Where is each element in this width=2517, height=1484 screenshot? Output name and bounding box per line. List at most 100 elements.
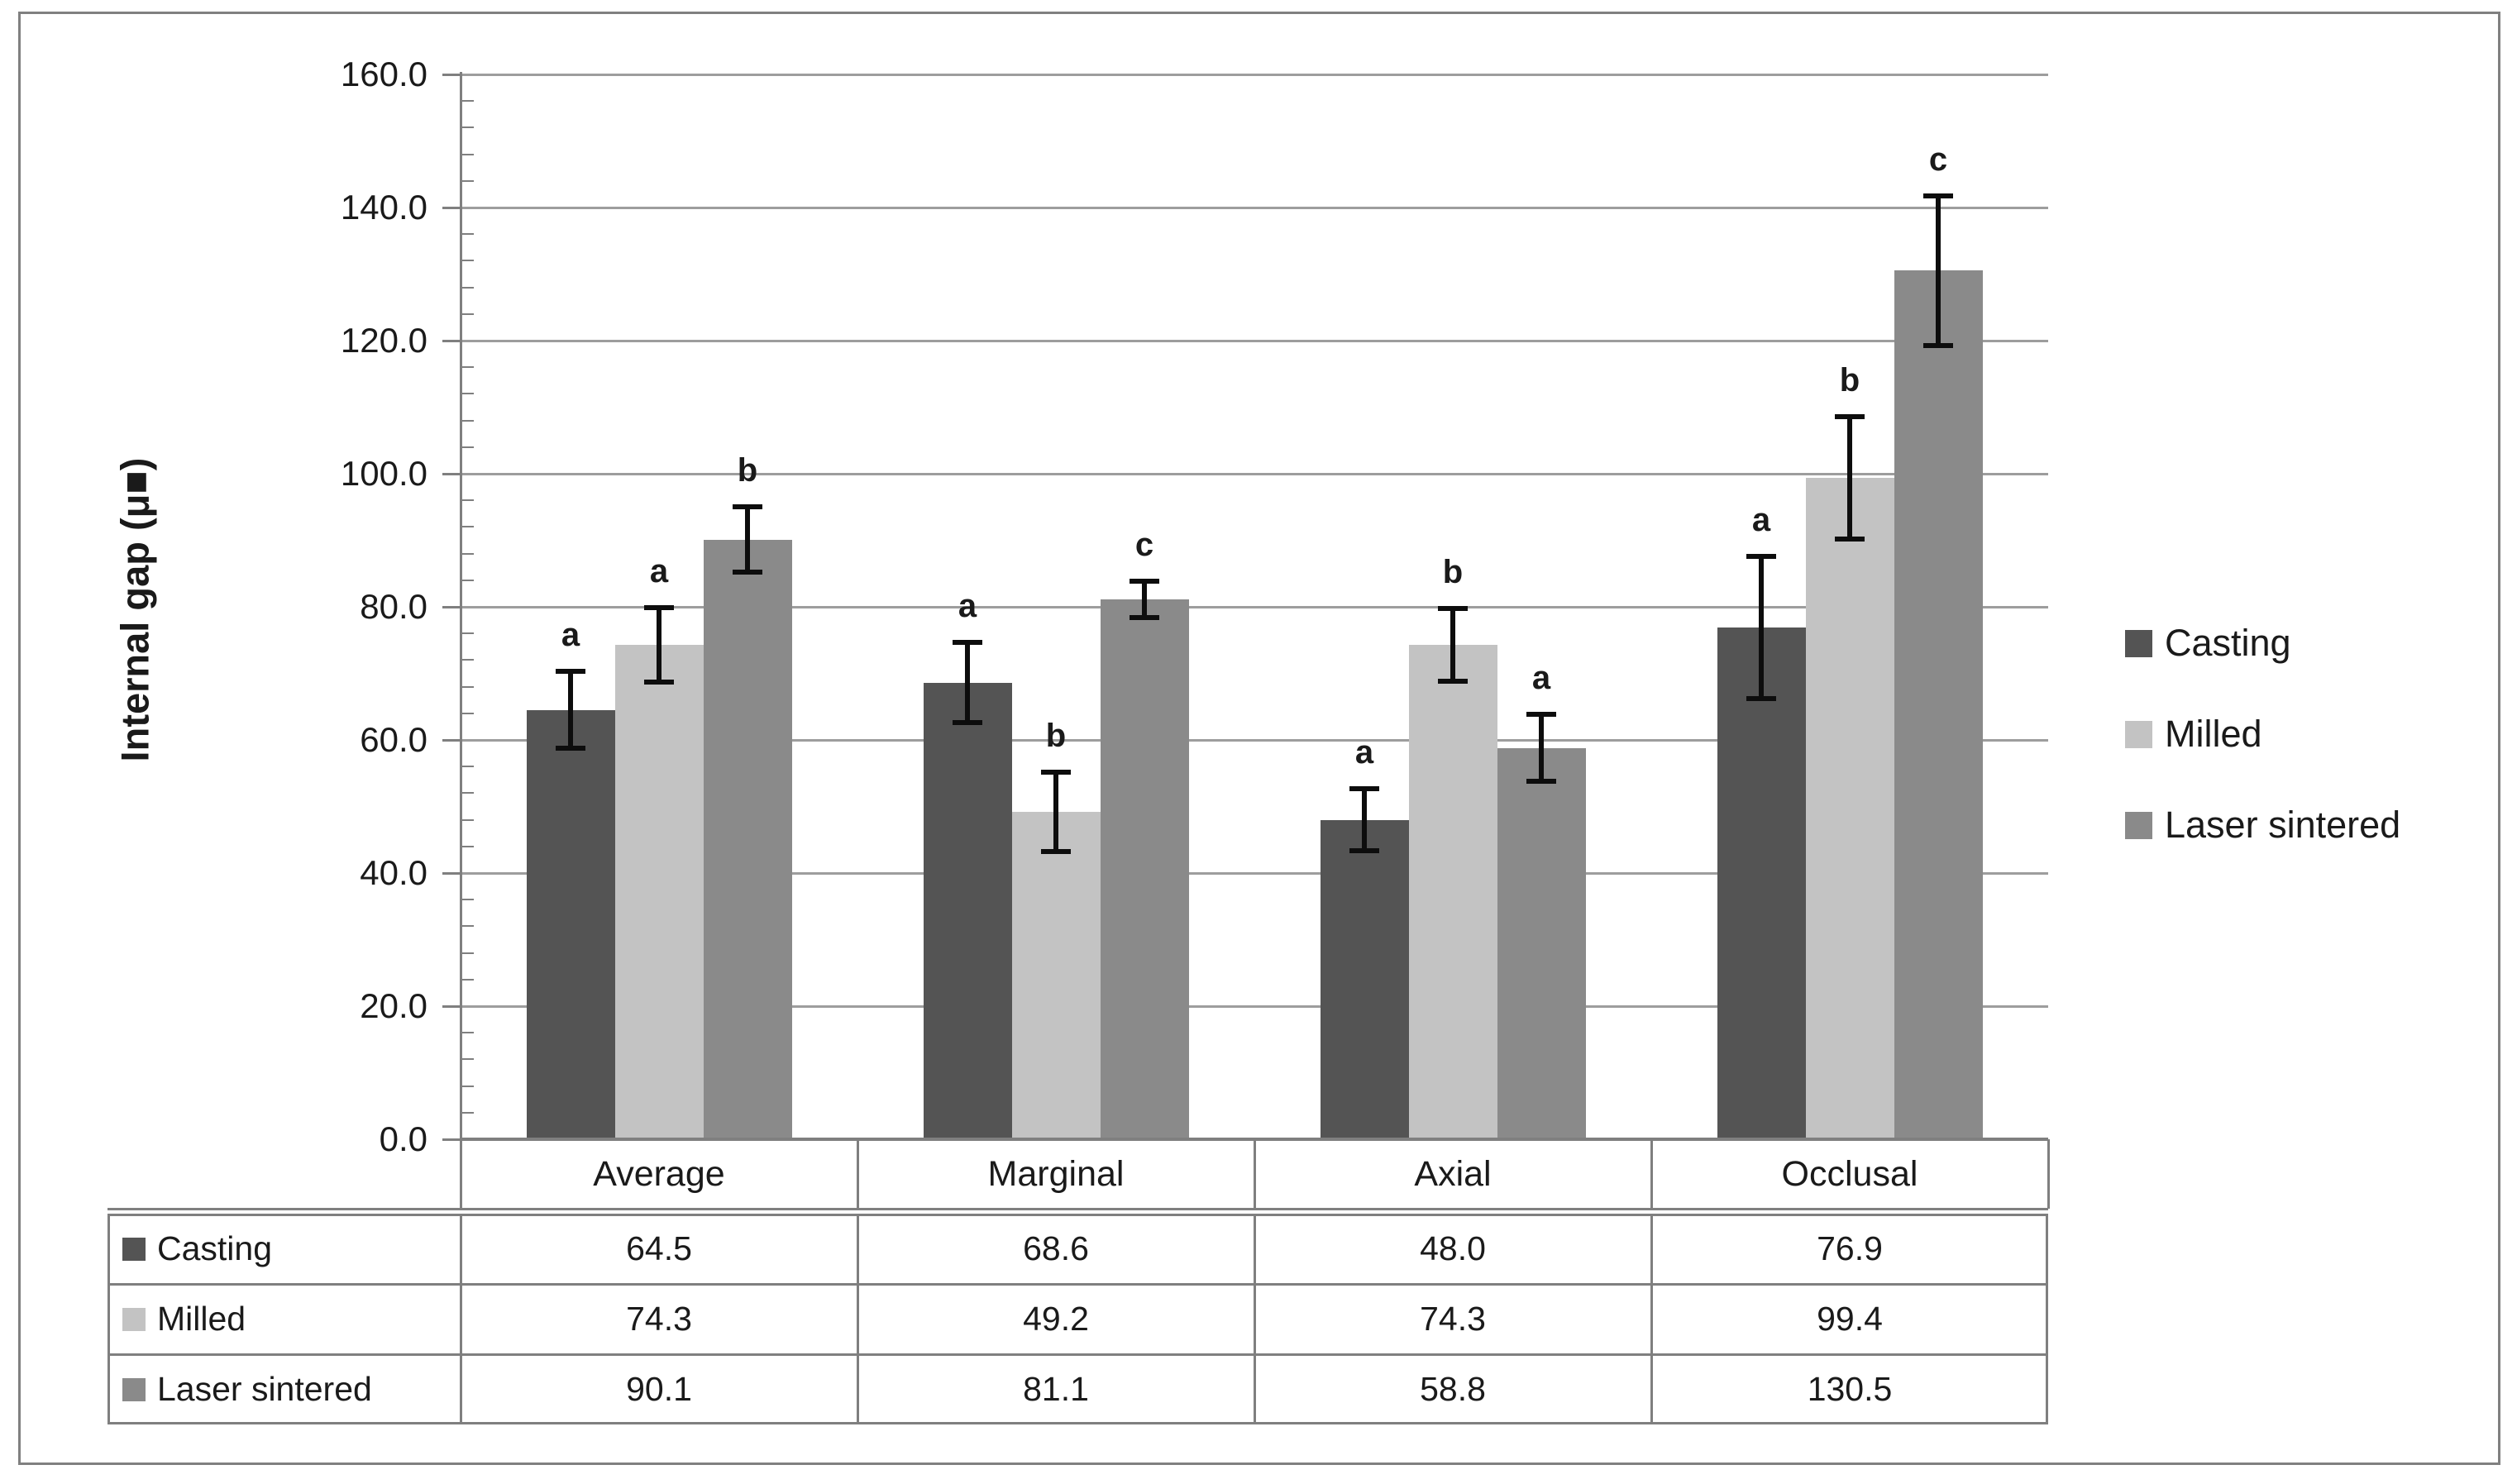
bar-casting-marginal [923,682,1012,1138]
error-bar-cap-bottom-casting-marginal [953,720,982,726]
significance-letter-laser-sintered-axial: a [1531,660,1551,697]
error-bar-cap-top-milled-average [644,604,674,610]
y-axis-minor-tick [461,393,474,395]
table-value-cell: 130.5 [1807,1370,1893,1408]
y-axis-minor-tick [461,685,474,688]
legend-label-laser-sintered: Laser sintered [2165,804,2401,846]
y-gridline [461,1004,2048,1008]
y-axis-minor-tick [461,179,474,182]
significance-letter-milled-average: a [649,552,669,589]
error-bar-cap-bottom-milled-marginal [1041,849,1071,855]
table-value-cell: 58.8 [1420,1370,1486,1408]
table-row-header-label: Milled [157,1300,246,1338]
y-axis-minor-tick [461,978,474,981]
table-row-divider [107,1353,2048,1356]
table-row-header-milled: Milled [122,1284,456,1354]
significance-letter-casting-marginal: a [958,588,977,625]
y-tick-label: 160.0 [340,55,427,93]
category-header-cell-occlusal: Occlusal [1781,1153,1918,1194]
y-axis-minor-tick [461,419,474,422]
error-bar-cap-bottom-laser-sintered-axial [1526,778,1556,784]
error-bar-cap-bottom-laser-sintered-marginal [1130,614,1159,620]
table-value-cell: 48.0 [1420,1229,1486,1267]
error-bar-milled-marginal [1053,771,1058,852]
y-axis-minor-tick [461,1032,474,1034]
y-axis-major-tick [442,871,461,875]
error-bar-milled-axial [1450,608,1455,682]
y-axis-minor-tick [461,659,474,661]
y-axis-minor-tick [461,100,474,103]
error-bar-laser-sintered-average [745,507,750,573]
category-column-divider [1253,1139,1256,1209]
table-row-header-laser-sintered: Laser sintered [122,1354,456,1424]
error-bar-cap-top-laser-sintered-average [733,504,762,510]
error-bar-cap-bottom-laser-sintered-occlusal [1923,342,1953,348]
table-row-divider [107,1282,2048,1286]
category-column-divider [856,1139,859,1209]
y-gridline [461,73,2048,76]
table-value-cell: 74.3 [1420,1300,1486,1338]
legend-swatch-casting [2125,630,2152,657]
bar-milled-marginal [1011,811,1101,1138]
significance-letter-milled-occlusal: b [1839,361,1860,398]
y-axis-minor-tick [461,1085,474,1087]
significance-letter-casting-average: a [561,617,580,654]
legend-key-swatch [122,1377,146,1401]
category-header-cell-marginal: Marginal [987,1153,1125,1194]
table-row-header-label: Laser sintered [157,1370,372,1408]
y-axis-minor-tick [461,579,474,581]
y-tick-label: 0.0 [379,1119,427,1158]
y-gridline [461,339,2048,342]
table-value-cell: 64.5 [626,1229,692,1267]
y-axis-minor-tick [461,366,474,369]
y-axis-minor-tick [461,952,474,954]
table-value-cell: 99.4 [1817,1300,1883,1338]
error-bar-cap-top-casting-axial [1349,785,1379,791]
significance-letter-laser-sintered-occlusal: c [1928,141,1948,179]
table-row-header-label: Casting [157,1229,273,1267]
legend-key-swatch [122,1237,146,1261]
error-bar-casting-average [568,671,573,749]
table-column-divider [459,1214,462,1424]
bar-laser-sintered-occlusal [1894,270,1983,1138]
error-bar-cap-top-laser-sintered-marginal [1130,579,1159,585]
y-gridline [461,472,2048,475]
error-bar-laser-sintered-marginal [1142,581,1147,618]
y-axis-minor-tick [461,712,474,714]
bar-casting-occlusal [1717,627,1806,1138]
error-bar-cap-bottom-casting-occlusal [1746,696,1776,702]
y-axis-line [459,72,462,1209]
error-bar-cap-bottom-milled-axial [1438,679,1468,685]
bar-milled-average [614,644,704,1138]
significance-letter-casting-occlusal: a [1751,501,1771,538]
table-row-header-casting: Casting [122,1214,456,1284]
y-axis-minor-tick [461,899,474,901]
y-tick-label: 20.0 [360,986,427,1025]
bar-casting-average [526,709,615,1138]
error-bar-milled-average [657,607,661,682]
y-axis-minor-tick [461,818,474,821]
legend-swatch-milled [2125,721,2152,748]
error-bar-casting-marginal [965,642,970,723]
y-axis-major-tick [442,472,461,475]
y-tick-label: 140.0 [340,188,427,227]
y-axis-major-tick [442,1004,461,1008]
y-axis-minor-tick [461,1058,474,1061]
bar-milled-axial [1408,644,1497,1138]
table-value-cell: 74.3 [626,1300,692,1338]
error-bar-cap-top-casting-average [556,669,585,675]
y-tick-label: 60.0 [360,720,427,759]
error-bar-cap-top-milled-axial [1438,605,1468,611]
significance-letter-milled-axial: b [1442,553,1464,590]
error-bar-cap-top-milled-occlusal [1835,413,1865,419]
y-gridline [461,605,2048,608]
category-column-divider [1650,1139,1653,1209]
bar-laser-sintered-average [703,539,792,1138]
error-bar-cap-bottom-milled-occlusal [1835,536,1865,542]
table-value-cell: 49.2 [1023,1300,1089,1338]
significance-letter-laser-sintered-average: b [737,452,758,489]
y-axis-minor-tick [461,153,474,155]
significance-letter-casting-axial: a [1354,733,1374,771]
table-column-divider [1650,1214,1653,1424]
